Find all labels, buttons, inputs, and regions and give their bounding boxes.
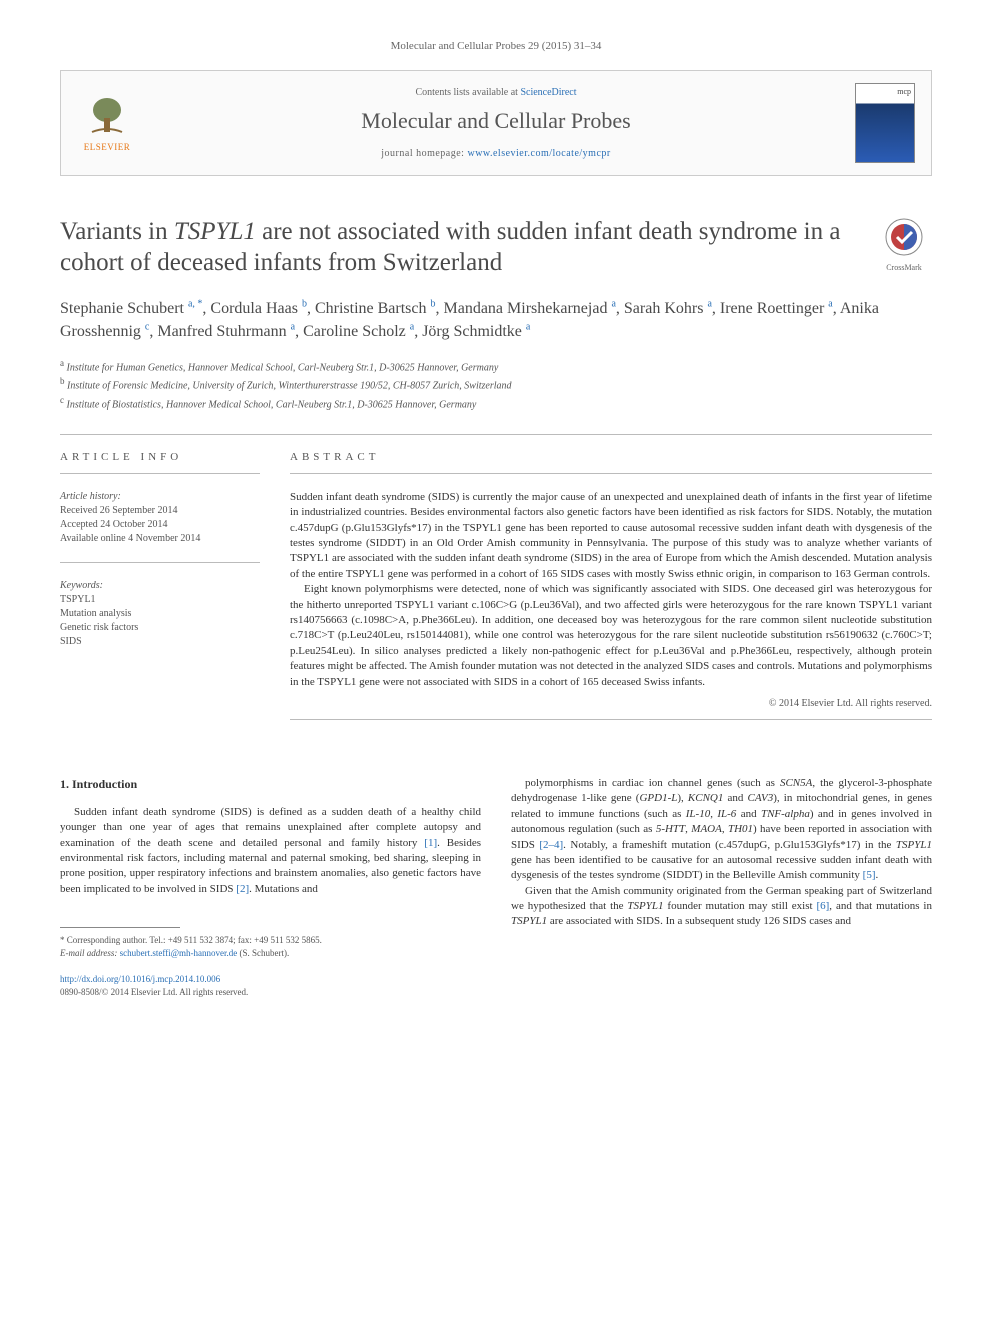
body-column-right: polymorphisms in cardiac ion channel gen…	[511, 776, 932, 999]
body-paragraph: Sudden infant death syndrome (SIDS) is d…	[60, 805, 481, 897]
received-date: Received 26 September 2014	[60, 504, 260, 518]
keyword: SIDS	[60, 635, 260, 649]
contents-available-line: Contents lists available at ScienceDirec…	[137, 87, 855, 98]
abstract-heading: ABSTRACT	[290, 451, 932, 463]
journal-homepage-line: journal homepage: www.elsevier.com/locat…	[137, 148, 855, 159]
body-paragraph: Given that the Amish community originate…	[511, 884, 932, 930]
sciencedirect-link[interactable]: ScienceDirect	[520, 87, 576, 98]
accepted-date: Accepted 24 October 2014	[60, 518, 260, 532]
journal-homepage-link[interactable]: www.elsevier.com/locate/ymcpr	[467, 148, 610, 159]
publisher-logo[interactable]: ELSEVIER	[77, 88, 137, 158]
article-info-column: ARTICLE INFO Article history: Received 2…	[60, 451, 260, 736]
footnote-divider	[60, 927, 180, 928]
keyword: TSPYL1	[60, 593, 260, 607]
affiliations: a Institute for Human Genetics, Hannover…	[60, 357, 932, 412]
keywords-label: Keywords:	[60, 579, 260, 593]
citation-link[interactable]: [1]	[424, 837, 437, 849]
page-footer: http://dx.doi.org/10.1016/j.mcp.2014.10.…	[60, 973, 481, 998]
article-title: Variants in TSPYL1 are not associated wi…	[60, 216, 856, 279]
abstract-paragraph: Sudden infant death syndrome (SIDS) is c…	[290, 490, 932, 582]
section-divider	[60, 434, 932, 435]
abstract-paragraph: Eight known polymorphisms were detected,…	[290, 582, 932, 690]
citation-link[interactable]: [6]	[816, 900, 829, 912]
keyword: Genetic risk factors	[60, 621, 260, 635]
article-info-heading: ARTICLE INFO	[60, 451, 260, 463]
article-body: 1. Introduction Sudden infant death synd…	[60, 776, 932, 999]
keyword: Mutation analysis	[60, 607, 260, 621]
journal-name: Molecular and Cellular Probes	[137, 108, 855, 134]
section-heading: 1. Introduction	[60, 776, 481, 793]
doi-link[interactable]: http://dx.doi.org/10.1016/j.mcp.2014.10.…	[60, 974, 220, 984]
author-list: Stephanie Schubert a, *, Cordula Haas b,…	[60, 297, 932, 343]
corresponding-email-link[interactable]: schubert.steffi@mh-hannover.de	[120, 948, 238, 958]
issn-copyright: 0890-8508/© 2014 Elsevier Ltd. All right…	[60, 986, 481, 999]
body-column-left: 1. Introduction Sudden infant death synd…	[60, 776, 481, 999]
citation-link[interactable]: [5]	[863, 869, 876, 881]
online-date: Available online 4 November 2014	[60, 532, 260, 546]
abstract-column: ABSTRACT Sudden infant death syndrome (S…	[290, 451, 932, 736]
footnotes: * Corresponding author. Tel.: +49 511 53…	[60, 934, 481, 959]
publisher-name: ELSEVIER	[84, 142, 131, 152]
journal-reference: Molecular and Cellular Probes 29 (2015) …	[60, 40, 932, 52]
history-label: Article history:	[60, 490, 260, 504]
journal-cover-thumbnail[interactable]	[855, 83, 915, 163]
elsevier-tree-icon	[84, 94, 130, 140]
abstract-copyright: © 2014 Elsevier Ltd. All rights reserved…	[290, 698, 932, 709]
crossmark-badge[interactable]: CrossMark	[876, 216, 932, 272]
crossmark-icon	[883, 216, 925, 258]
journal-header: ELSEVIER Contents lists available at Sci…	[60, 70, 932, 176]
citation-link[interactable]: [2–4]	[539, 839, 563, 851]
citation-link[interactable]: [2]	[236, 883, 249, 895]
body-paragraph: polymorphisms in cardiac ion channel gen…	[511, 776, 932, 884]
corresponding-author-note: * Corresponding author. Tel.: +49 511 53…	[60, 934, 481, 947]
